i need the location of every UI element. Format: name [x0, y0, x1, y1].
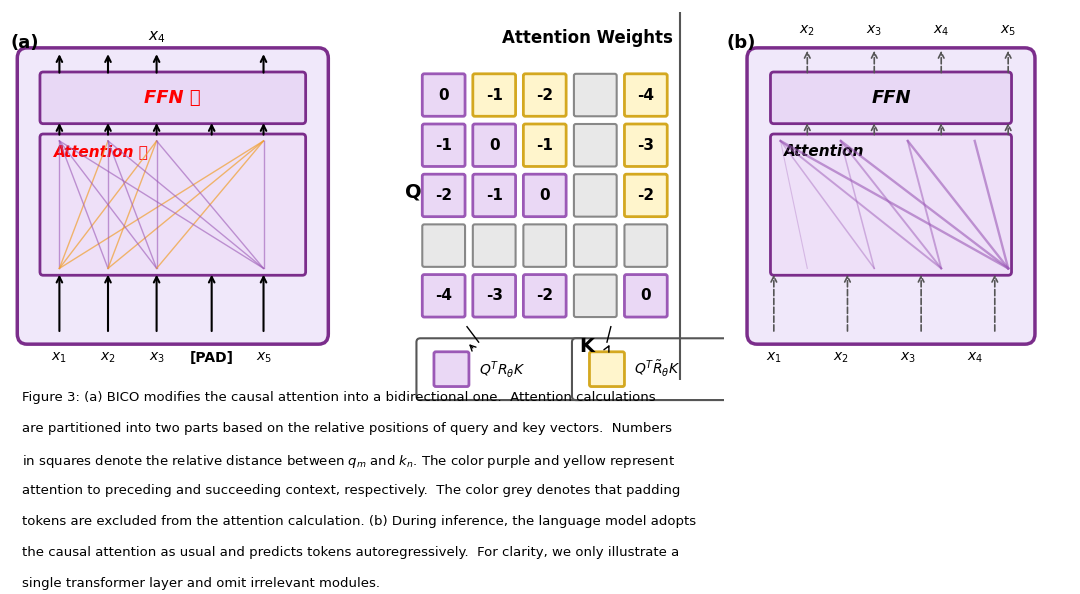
- Text: $x_1$: $x_1$: [52, 350, 67, 365]
- FancyBboxPatch shape: [473, 124, 515, 166]
- Text: in squares denote the relative distance between $q_m$ and $k_n$. The color purpl: in squares denote the relative distance …: [22, 453, 675, 470]
- Text: -2: -2: [637, 188, 654, 203]
- Text: $Q^T \tilde{R}_\theta K$: $Q^T \tilde{R}_\theta K$: [634, 359, 680, 379]
- FancyBboxPatch shape: [40, 134, 306, 275]
- FancyBboxPatch shape: [770, 134, 1012, 275]
- FancyBboxPatch shape: [434, 352, 469, 387]
- FancyBboxPatch shape: [422, 174, 465, 217]
- Text: FFN 🔥: FFN 🔥: [145, 89, 201, 107]
- Text: 0: 0: [539, 188, 550, 203]
- FancyBboxPatch shape: [573, 74, 617, 116]
- FancyBboxPatch shape: [17, 48, 328, 344]
- FancyBboxPatch shape: [40, 72, 306, 124]
- FancyBboxPatch shape: [422, 124, 465, 166]
- FancyBboxPatch shape: [524, 225, 566, 267]
- Text: -2: -2: [536, 288, 553, 304]
- FancyBboxPatch shape: [473, 274, 515, 317]
- FancyBboxPatch shape: [573, 274, 617, 317]
- Text: Attention: Attention: [784, 144, 864, 159]
- Text: -2: -2: [435, 188, 453, 203]
- Text: -3: -3: [486, 288, 502, 304]
- Text: $x_2$: $x_2$: [833, 350, 849, 365]
- Text: 0: 0: [640, 288, 651, 304]
- FancyBboxPatch shape: [422, 274, 465, 317]
- FancyBboxPatch shape: [422, 225, 465, 267]
- FancyBboxPatch shape: [624, 74, 667, 116]
- FancyBboxPatch shape: [524, 174, 566, 217]
- Text: (b): (b): [727, 34, 756, 52]
- Text: -1: -1: [486, 188, 502, 203]
- Text: 0: 0: [438, 87, 449, 103]
- FancyBboxPatch shape: [624, 174, 667, 217]
- FancyBboxPatch shape: [624, 124, 667, 166]
- FancyBboxPatch shape: [473, 74, 515, 116]
- Text: attention to preceding and succeeding context, respectively.  The color grey den: attention to preceding and succeeding co…: [22, 484, 680, 497]
- Text: -1: -1: [486, 87, 502, 103]
- Text: $x_3$: $x_3$: [149, 350, 164, 365]
- FancyBboxPatch shape: [524, 74, 566, 116]
- Text: $Q^T R_\theta K$: $Q^T R_\theta K$: [478, 359, 525, 380]
- Text: $x_4$: $x_4$: [967, 350, 983, 365]
- Text: 0: 0: [489, 138, 500, 153]
- Text: $x_4$: $x_4$: [933, 23, 949, 38]
- Text: $x_1$: $x_1$: [766, 350, 782, 365]
- Text: $\mathbf{K}$: $\mathbf{K}$: [579, 337, 596, 355]
- Text: -1: -1: [537, 138, 553, 153]
- Text: $x_4$: $x_4$: [148, 30, 165, 45]
- Text: tokens are excluded from the attention calculation. (b) During inference, the la: tokens are excluded from the attention c…: [22, 515, 696, 528]
- FancyBboxPatch shape: [473, 225, 515, 267]
- Text: FFN: FFN: [872, 89, 910, 107]
- Text: -3: -3: [637, 138, 654, 153]
- Text: -1: -1: [435, 138, 453, 153]
- Text: $x_3$: $x_3$: [900, 350, 916, 365]
- FancyBboxPatch shape: [473, 174, 515, 217]
- Text: $x_5$: $x_5$: [256, 350, 271, 365]
- Text: -4: -4: [637, 87, 654, 103]
- FancyBboxPatch shape: [747, 48, 1035, 344]
- FancyBboxPatch shape: [524, 124, 566, 166]
- FancyBboxPatch shape: [590, 352, 624, 387]
- Text: the causal attention as usual and predicts tokens autoregressively.  For clarity: the causal attention as usual and predic…: [22, 546, 679, 559]
- FancyBboxPatch shape: [573, 124, 617, 166]
- FancyBboxPatch shape: [770, 72, 1012, 124]
- Text: $x_2$: $x_2$: [799, 23, 815, 38]
- Text: -4: -4: [435, 288, 453, 304]
- FancyBboxPatch shape: [422, 74, 465, 116]
- Text: (a): (a): [11, 34, 39, 52]
- Text: Figure 3: (a) BICO modifies the causal attention into a bidirectional one.  Atte: Figure 3: (a) BICO modifies the causal a…: [22, 391, 656, 404]
- FancyBboxPatch shape: [417, 339, 588, 400]
- Text: $x_3$: $x_3$: [866, 23, 882, 38]
- FancyBboxPatch shape: [624, 225, 667, 267]
- FancyBboxPatch shape: [624, 274, 667, 317]
- Text: -2: -2: [536, 87, 553, 103]
- FancyBboxPatch shape: [573, 225, 617, 267]
- FancyBboxPatch shape: [524, 274, 566, 317]
- Text: single transformer layer and omit irrelevant modules.: single transformer layer and omit irrele…: [22, 577, 379, 590]
- Text: Attention Weights: Attention Weights: [502, 30, 673, 48]
- Text: $x_2$: $x_2$: [100, 350, 116, 365]
- Text: $x_5$: $x_5$: [1000, 23, 1016, 38]
- Text: [PAD]: [PAD]: [190, 351, 233, 365]
- Text: $\mathbf{Q}$: $\mathbf{Q}$: [404, 182, 421, 201]
- FancyBboxPatch shape: [573, 174, 617, 217]
- Text: Attention 🔥: Attention 🔥: [54, 144, 149, 159]
- FancyBboxPatch shape: [572, 339, 735, 400]
- Text: are partitioned into two parts based on the relative positions of query and key : are partitioned into two parts based on …: [22, 422, 672, 435]
